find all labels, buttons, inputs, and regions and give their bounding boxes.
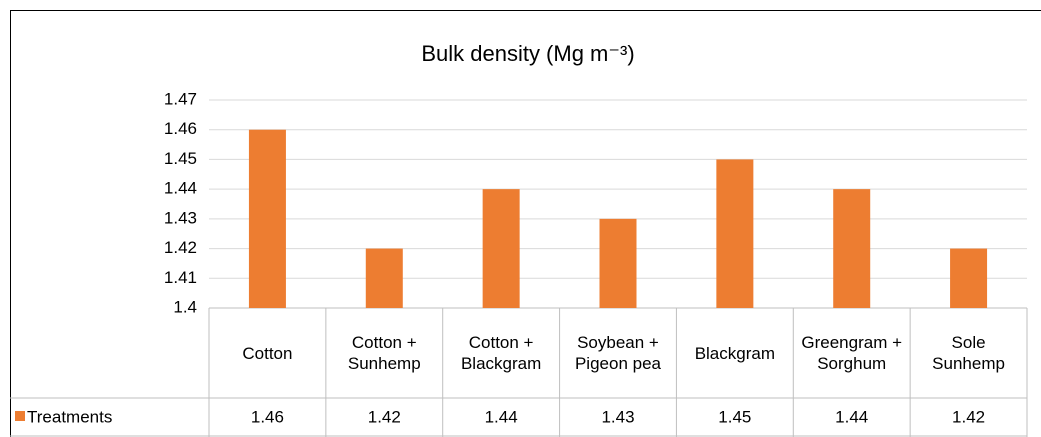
table-value: 1.44 <box>835 407 868 426</box>
table-value: 1.43 <box>601 407 634 426</box>
table-value: 1.45 <box>718 407 751 426</box>
x-category-label: Soybean + Pigeon pea <box>574 333 661 373</box>
chart-frame <box>10 10 1041 437</box>
bar <box>716 159 754 308</box>
x-category-label: Sole Sunhemp <box>932 333 1005 373</box>
bar <box>482 189 520 308</box>
x-category-label: Blackgram <box>694 343 775 363</box>
y-tick-label: 1.42 <box>164 238 197 257</box>
bar <box>950 248 988 308</box>
bar <box>248 129 286 308</box>
legend-label: Treatments <box>27 407 112 426</box>
legend-swatch <box>15 411 25 421</box>
x-category-label: Cotton + Sunhemp <box>347 333 421 373</box>
y-tick-label: 1.46 <box>164 119 197 138</box>
y-tick-label: 1.47 <box>164 89 197 108</box>
table-value: 1.42 <box>368 407 401 426</box>
bar <box>833 189 871 308</box>
y-tick-label: 1.4 <box>173 297 197 316</box>
bar <box>365 248 403 308</box>
x-category-label: Greengram + Sorghum <box>801 333 903 373</box>
bar <box>599 218 637 308</box>
table-value: 1.44 <box>485 407 518 426</box>
chart-title: Bulk density (Mg m⁻³) <box>421 41 634 66</box>
table-value: 1.46 <box>251 407 284 426</box>
x-category-label: Cotton <box>242 343 293 363</box>
y-tick-label: 1.43 <box>164 208 197 227</box>
y-tick-label: 1.44 <box>164 179 197 198</box>
y-tick-label: 1.41 <box>164 268 197 287</box>
x-category-label: Cotton + Blackgram <box>460 333 542 373</box>
table-value: 1.42 <box>952 407 985 426</box>
y-tick-label: 1.45 <box>164 149 197 168</box>
